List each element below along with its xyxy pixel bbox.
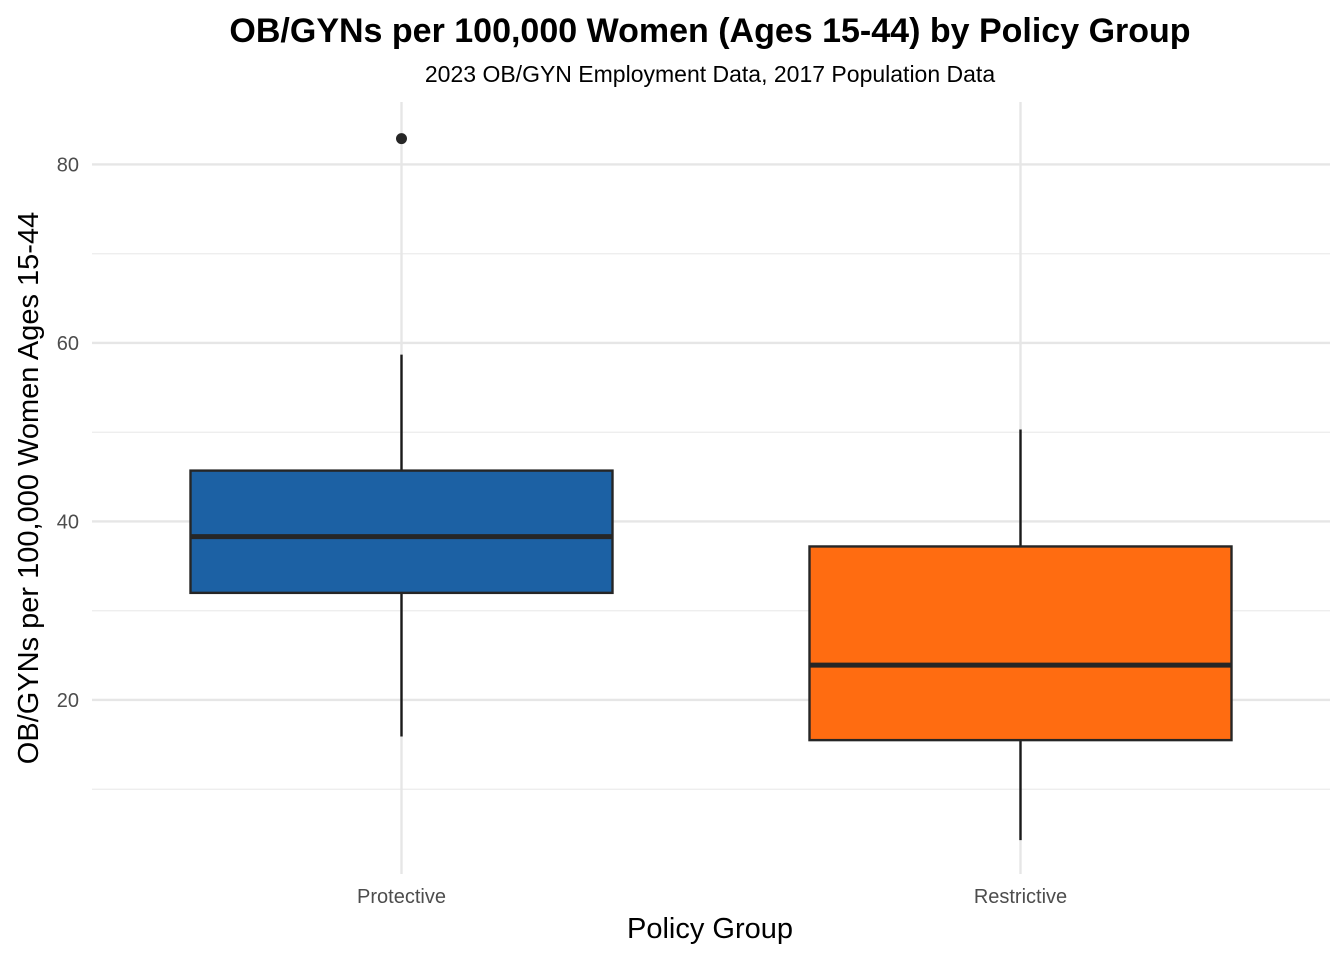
outlier-point bbox=[396, 133, 407, 145]
y-tick-label: 60 bbox=[57, 333, 79, 355]
iqr-box bbox=[189, 469, 614, 595]
chart-subtitle: 2023 OB/GYN Employment Data, 2017 Popula… bbox=[425, 61, 995, 87]
x-tick-label: Protective bbox=[357, 886, 446, 908]
box-plot-series bbox=[189, 133, 1233, 841]
chart-title: OB/GYNs per 100,000 Women (Ages 15-44) b… bbox=[229, 12, 1190, 50]
y-tick-label: 20 bbox=[57, 690, 79, 712]
y-tick-label: 40 bbox=[57, 511, 79, 533]
x-tick-label: Restrictive bbox=[974, 886, 1067, 908]
box-restrictive bbox=[808, 429, 1233, 841]
y-axis-title: OB/GYNs per 100,000 Women Ages 15-44 bbox=[13, 212, 45, 764]
iqr-box bbox=[808, 545, 1233, 742]
box-protective bbox=[189, 133, 614, 737]
x-axis-tick-labels: Protective Restrictive bbox=[357, 886, 1067, 908]
x-axis-title: Policy Group bbox=[627, 913, 793, 945]
y-axis-tick-labels: 20 40 60 80 bbox=[57, 154, 79, 711]
y-tick-label: 80 bbox=[57, 154, 79, 176]
